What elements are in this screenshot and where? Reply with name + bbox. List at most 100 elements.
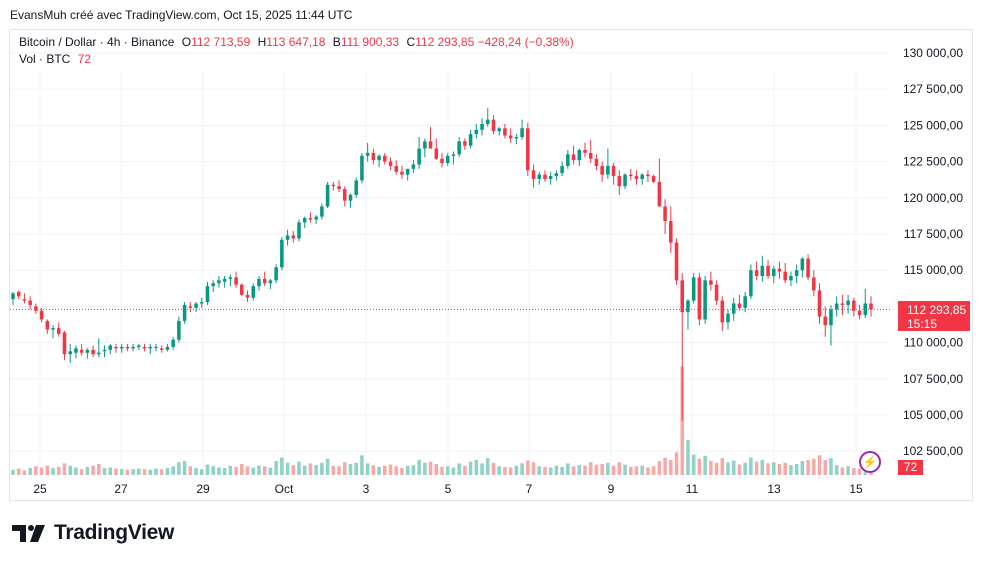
volume-bar bbox=[771, 462, 776, 475]
candle-body bbox=[737, 303, 742, 308]
volume-bar bbox=[508, 467, 513, 475]
candle-body bbox=[709, 280, 713, 285]
volume-bar bbox=[514, 465, 519, 475]
volume-bar bbox=[720, 458, 725, 475]
volume-bar bbox=[731, 460, 736, 475]
candle-body bbox=[62, 332, 67, 355]
candle-body bbox=[114, 346, 118, 349]
volume-bar bbox=[188, 466, 193, 475]
volume-bar bbox=[268, 467, 273, 475]
lightning-icon[interactable]: ⚡ bbox=[859, 451, 881, 473]
y-tick-label: 130 000,00 bbox=[903, 46, 963, 60]
volume-bar bbox=[148, 469, 153, 475]
volume-bar bbox=[245, 466, 250, 475]
volume-bar bbox=[743, 462, 747, 475]
bar-countdown: 15:15 bbox=[907, 317, 938, 331]
candle-body bbox=[766, 265, 770, 276]
y-tick-label: 105 000,00 bbox=[903, 408, 963, 422]
volume-bar bbox=[468, 461, 473, 475]
volume-bar bbox=[823, 459, 828, 475]
candle-body bbox=[646, 174, 650, 177]
candle-body bbox=[514, 136, 519, 139]
candle-body bbox=[274, 267, 278, 281]
volume-bar bbox=[302, 465, 307, 475]
volume-legend: Vol · BTC 72 bbox=[19, 52, 91, 66]
volume-bar bbox=[177, 462, 181, 475]
candle-body bbox=[457, 141, 461, 155]
volume-label[interactable]: Vol · BTC bbox=[19, 52, 71, 66]
volume-bar bbox=[777, 463, 782, 475]
volume-bar bbox=[457, 463, 461, 475]
candle-body bbox=[85, 349, 90, 353]
volume-bar bbox=[686, 440, 690, 475]
volume-bar bbox=[360, 455, 364, 475]
candle-body bbox=[222, 278, 227, 282]
x-tick-label: 13 bbox=[767, 482, 781, 496]
volume-bar bbox=[285, 462, 290, 475]
volume-bar bbox=[171, 466, 175, 475]
volume-bar bbox=[114, 468, 118, 475]
candle-body bbox=[588, 152, 593, 159]
candle-body bbox=[651, 176, 656, 182]
low-value: 111 900,33 bbox=[340, 35, 400, 49]
volume-bar bbox=[606, 462, 610, 475]
candle-body bbox=[491, 119, 496, 132]
candle-body bbox=[817, 290, 822, 317]
candle-body bbox=[663, 206, 667, 221]
candle-body bbox=[428, 141, 433, 149]
volume-bar bbox=[97, 463, 101, 475]
candle-body bbox=[388, 161, 393, 166]
candle-body bbox=[611, 165, 616, 177]
current-price-value: 112 293,85 bbox=[907, 303, 967, 317]
candle-body bbox=[812, 277, 816, 291]
volume-bar bbox=[280, 457, 284, 475]
volume-bar bbox=[428, 461, 433, 475]
candle-body bbox=[571, 154, 576, 161]
candles bbox=[11, 108, 873, 421]
candle-body bbox=[606, 165, 610, 175]
volume-bar bbox=[274, 461, 278, 475]
volume-bar bbox=[154, 468, 158, 475]
x-tick-label: 11 bbox=[686, 482, 699, 496]
volume-bar bbox=[526, 460, 530, 475]
volume-bar bbox=[79, 469, 84, 475]
candle-body bbox=[869, 303, 873, 310]
candle-body bbox=[240, 284, 244, 295]
volume-bar bbox=[377, 466, 381, 475]
candle-body bbox=[125, 346, 130, 349]
symbol-label[interactable]: Bitcoin / Dollar · 4h · Binance bbox=[19, 35, 175, 49]
candle-body bbox=[468, 134, 473, 146]
volume-bar bbox=[348, 463, 353, 475]
volume-bar bbox=[783, 462, 787, 475]
candle-body bbox=[531, 170, 536, 179]
candle-body bbox=[142, 346, 147, 349]
candle-body bbox=[257, 278, 261, 287]
candle-body bbox=[119, 346, 124, 349]
candle-body bbox=[377, 155, 381, 161]
volume-bar bbox=[217, 467, 221, 475]
candle-body bbox=[285, 235, 290, 240]
candle-body bbox=[503, 128, 507, 136]
candle-body bbox=[417, 148, 421, 165]
volume-bar bbox=[228, 465, 233, 475]
candle-body bbox=[777, 268, 782, 272]
candle-body bbox=[79, 349, 84, 353]
candle-body bbox=[554, 173, 559, 177]
volume-bar bbox=[411, 465, 416, 475]
volume-bar bbox=[131, 469, 135, 475]
candle-body bbox=[846, 300, 850, 305]
candle-body bbox=[543, 174, 547, 179]
volume-bar bbox=[794, 463, 799, 475]
volume-bar bbox=[651, 466, 656, 475]
volume-bar bbox=[308, 463, 313, 475]
tradingview-logo[interactable]: TradingView bbox=[12, 520, 174, 546]
volume-bar bbox=[325, 458, 330, 475]
change-value: −428,24 (−0,38%) bbox=[477, 35, 574, 49]
candle-body bbox=[251, 286, 256, 298]
candle-body bbox=[291, 235, 296, 239]
candle-body bbox=[726, 313, 730, 323]
volume-bar bbox=[485, 458, 490, 475]
candle-body bbox=[686, 300, 690, 313]
candle-body bbox=[657, 181, 662, 207]
